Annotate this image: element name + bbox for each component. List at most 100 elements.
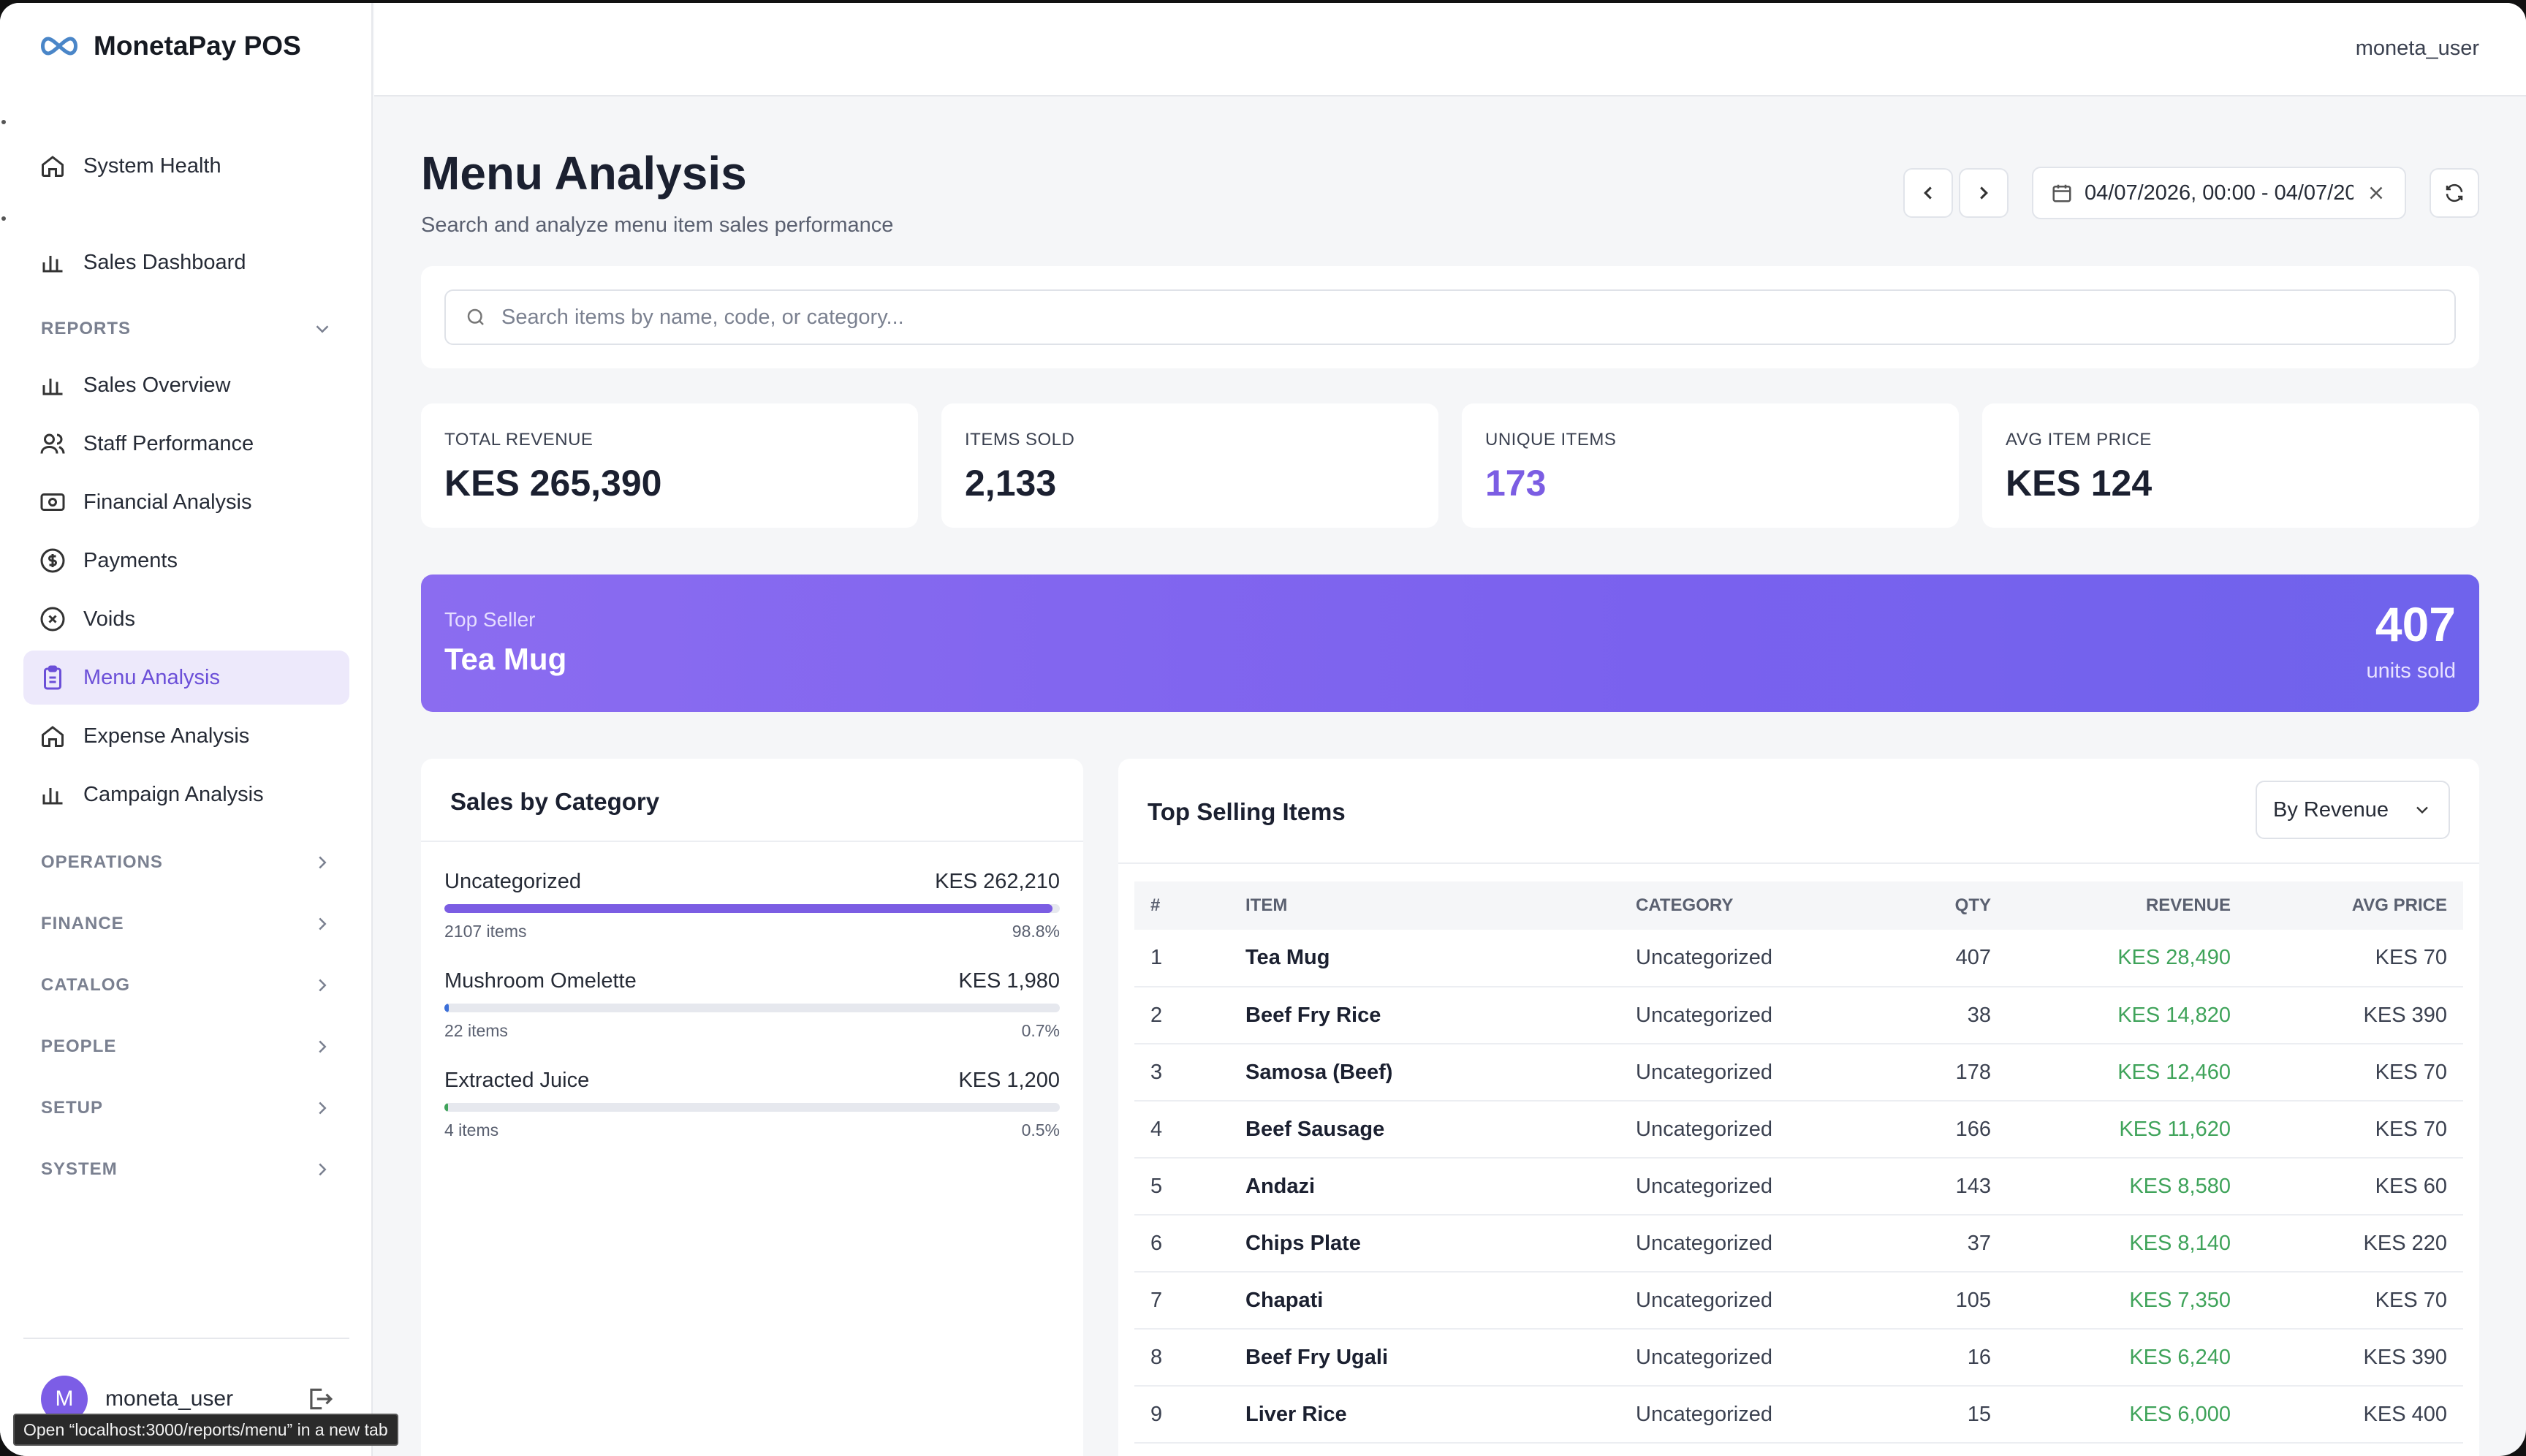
date-range-picker[interactable]: 04/07/2026, 00:00 - 04/07/2026 [2032, 167, 2406, 219]
table-header-row: # ITEM CATEGORY QTY REVENUE AVG PRICE [1134, 881, 2463, 930]
sort-select[interactable]: By Revenue [2256, 781, 2450, 839]
card-divider [1118, 862, 2479, 864]
section-catalog[interactable]: CATALOG [41, 971, 333, 1000]
table-row[interactable]: 3 Samosa (Beef) Uncategorized 178 KES 12,460… [1134, 1044, 2463, 1102]
cell-rank: 3 [1134, 1044, 1229, 1102]
col-revenue[interactable]: REVENUE [2145, 895, 2231, 915]
category-revenue: KES 1,980 [958, 969, 1060, 993]
nav-sales-dashboard[interactable]: Sales Dashboard [23, 235, 349, 289]
nav-expense-analysis[interactable]: Expense Analysis [23, 709, 349, 763]
category-pct: 98.8% [1012, 922, 1060, 941]
cell-rank: 9 [1134, 1386, 1229, 1444]
table-row[interactable]: 2 Beef Fry Rice Uncategorized 38 KES 14,820 K… [1134, 987, 2463, 1044]
category-pct: 0.7% [1021, 1021, 1060, 1040]
nav-label: Voids [83, 607, 135, 631]
nav-label: Sales Dashboard [83, 250, 246, 274]
cell-category: Uncategorized [1620, 1386, 1897, 1444]
chevron-down-icon [2416, 806, 2428, 814]
section-label: CATALOG [41, 975, 131, 995]
nav-system-health[interactable]: System Health [23, 139, 349, 193]
table-row[interactable]: 1 Tea Mug Uncategorized 407 KES 28,490 KES 70 [1134, 930, 2463, 987]
nav-label: Payments [83, 548, 178, 572]
link-tooltip: Open “localhost:3000/reports/menu” in a … [13, 1414, 398, 1446]
home-icon [42, 726, 64, 747]
search-input[interactable] [501, 305, 2402, 330]
table-row[interactable]: 9 Liver Rice Uncategorized 15 KES 6,000 KES 4… [1134, 1386, 2463, 1444]
page-title: Menu Analysis [421, 147, 747, 200]
category-name: Extracted Juice [444, 1069, 590, 1092]
dollar-circle-icon [40, 548, 65, 573]
category-row: Uncategorized KES 262,210 2107 items 98.8% [444, 870, 1060, 941]
section-operations[interactable]: OPERATIONS [41, 848, 333, 877]
category-items: 22 items [444, 1021, 508, 1040]
nav-payments[interactable]: Payments [23, 534, 349, 588]
card-title: Top Selling Items [1148, 798, 1346, 825]
cell-qty: 16 [1897, 1329, 2007, 1387]
section-system[interactable]: SYSTEM [41, 1155, 333, 1184]
bar-chart-icon [42, 788, 63, 805]
section-label: FINANCE [41, 914, 124, 933]
search-card [421, 266, 2479, 368]
cell-qty: 178 [1897, 1044, 2007, 1102]
top-seller-banner: Top Seller Tea Mug 407 units sold [421, 575, 2479, 712]
section-finance[interactable]: FINANCE [41, 909, 333, 939]
logout-icon[interactable] [306, 1385, 333, 1413]
cell-item: Beef Fry Ugali [1229, 1329, 1620, 1387]
cell-item: Andazi [1229, 1158, 1620, 1216]
table-row[interactable]: 4 Beef Sausage Uncategorized 166 KES 11,620 K… [1134, 1101, 2463, 1159]
clear-icon[interactable] [2365, 182, 2387, 204]
cell-revenue: KES 8,580 [2007, 1158, 2247, 1216]
cell-qty: 15 [1897, 1386, 2007, 1444]
stat-card-unique-items: UNIQUE ITEMS 173 [1462, 403, 1959, 528]
nav-sales-overview[interactable]: Sales Overview [23, 358, 349, 412]
brand[interactable]: MonetaPay POS [37, 31, 301, 61]
stat-label: AVG ITEM PRICE [2006, 430, 2152, 450]
prev-date-button[interactable] [1903, 168, 1953, 218]
chevron-left-icon [1924, 186, 1932, 200]
cell-item: Beef Sausage [1229, 1101, 1620, 1159]
date-range-value: 04/07/2026, 00:00 - 04/07/2026 [2085, 181, 2354, 205]
col-rank: # [1150, 895, 1161, 915]
col-qty[interactable]: QTY [1954, 895, 1991, 915]
section-people[interactable]: PEOPLE [41, 1032, 333, 1061]
chevron-right-icon [319, 1163, 327, 1176]
nav-voids[interactable]: Voids [23, 592, 349, 646]
table-row[interactable]: 8 Beef Fry Ugali Uncategorized 16 KES 6,240 K… [1134, 1329, 2463, 1387]
section-setup[interactable]: SETUP [41, 1093, 333, 1123]
chevron-right-icon [1980, 186, 1988, 200]
col-category[interactable]: CATEGORY [1636, 895, 1734, 915]
clipboard-icon [44, 665, 61, 690]
nav-staff-performance[interactable]: Staff Performance [23, 417, 349, 471]
nav-menu-analysis[interactable]: Menu Analysis [23, 651, 349, 705]
col-item[interactable]: ITEM [1245, 895, 1288, 915]
calendar-icon [2052, 184, 2071, 202]
table-row[interactable]: 5 Andazi Uncategorized 143 KES 8,580 KES 60 [1134, 1158, 2463, 1216]
col-avg-price[interactable]: AVG PRICE [2351, 895, 2447, 915]
cell-category: Uncategorized [1620, 1329, 1897, 1387]
cell-qty: 166 [1897, 1101, 2007, 1159]
table-row[interactable]: 6 Chips Plate Uncategorized 37 KES 8,140 KES … [1134, 1215, 2463, 1273]
cell-revenue: KES 11,620 [2007, 1101, 2247, 1159]
card-divider [421, 841, 1083, 842]
section-label: OPERATIONS [41, 852, 163, 872]
chevron-right-icon [319, 1040, 327, 1053]
bullet-dot [1, 216, 6, 221]
stat-card-items-sold: ITEMS SOLD 2,133 [941, 403, 1438, 528]
search-box[interactable] [444, 289, 2456, 345]
chevron-right-icon [319, 856, 327, 869]
next-date-button[interactable] [1959, 168, 2009, 218]
cell-revenue: KES 8,140 [2007, 1215, 2247, 1273]
section-reports[interactable]: REPORTS [41, 314, 333, 344]
page-subtitle: Search and analyze menu item sales perfo… [421, 213, 894, 237]
cell-avg-price: KES 70 [2247, 1101, 2463, 1159]
header-user[interactable]: moneta_user [2355, 37, 2479, 60]
cell-category: Uncategorized [1620, 1101, 1897, 1159]
table-row[interactable]: 7 Chapati Uncategorized 105 KES 7,350 KES 70 [1134, 1272, 2463, 1330]
nav-financial-analysis[interactable]: Financial Analysis [23, 475, 349, 529]
nav-campaign-analysis[interactable]: Campaign Analysis [23, 767, 349, 822]
cell-revenue: KES 6,240 [2007, 1329, 2247, 1387]
refresh-button[interactable] [2430, 168, 2479, 218]
banknote-icon [40, 493, 65, 511]
cell-item: Chapati [1229, 1272, 1620, 1330]
